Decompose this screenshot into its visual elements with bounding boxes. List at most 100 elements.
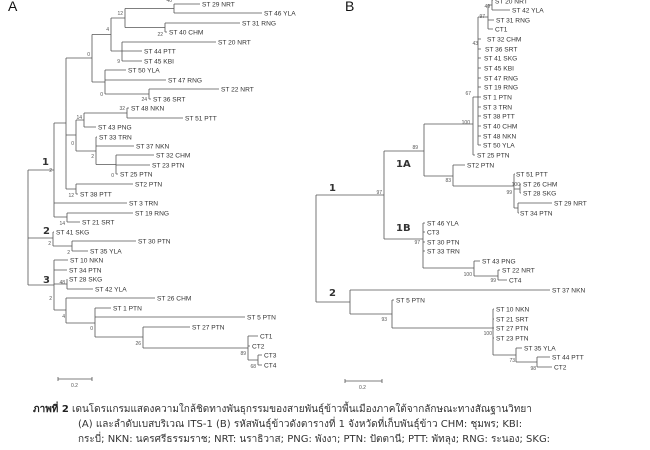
tree-a-bootstrap-value: 2: [91, 154, 94, 160]
tree-b-leaf-label: ST 30 PTN: [427, 239, 460, 246]
tree-a-clade-3: 3: [43, 275, 50, 286]
tree-a-leaf-label: ST 20 NRT: [218, 39, 251, 46]
tree-b-leaf-label: ST 35 YLA: [524, 345, 556, 352]
tree-b-leaf-label: ST 25 PTN: [477, 152, 510, 159]
tree-a-bootstrap-value: 12: [117, 11, 123, 17]
tree-a-bootstrap-value: 2: [67, 250, 70, 256]
tree-a-leaf-label: ST 19 RNG: [135, 210, 169, 217]
tree-a-bootstrap-value: 32: [119, 106, 125, 112]
tree-b-leaf-label: ST 44 PTT: [552, 354, 584, 361]
tree-b-clade-2: 2: [329, 288, 336, 299]
tree-b-leaf-label: ST 3 TRN: [483, 104, 512, 111]
tree-b-leaf-label: ST 37 NKN: [552, 287, 585, 294]
caption-line-2: (A) และลำดับเบสบริเวณ ITS-1 (B) รหัสพันธ…: [78, 419, 523, 430]
tree-b-leaf-label: ST 5 PTN: [396, 297, 425, 304]
tree-b-bootstrap-value: 43: [472, 41, 478, 47]
tree-b-leaf-label: ST 47 RNG: [484, 75, 518, 82]
tree-a-clade-2: 2: [43, 226, 50, 237]
tree-a-leaf-label: ST 44 PTT: [144, 48, 176, 55]
tree-b-bootstrap-value: 83: [445, 178, 451, 184]
tree-a-leaf-label: CT1: [260, 333, 273, 340]
tree-b-leaf-label: ST 33 TRN: [427, 248, 460, 255]
tree-a-branches: [27, 3, 262, 366]
tree-a-bootstrap-value: 2: [48, 241, 51, 247]
tree-a-bootstrap-value: 4: [62, 314, 65, 320]
tree-a: 0.2 1 2 3: [27, 3, 262, 389]
tree-b-leaf-label: ST 41 SKG: [484, 55, 517, 62]
tree-b-bootstrap-value: 98: [530, 366, 536, 372]
tree-b-leaf-label: ST 43 PNG: [482, 258, 516, 265]
tree-b-bootstrap-value: 99: [506, 190, 512, 196]
tree-a-bootstrap-value: 68: [250, 364, 256, 370]
tree-a-scale-label: 0.2: [71, 383, 78, 389]
tree-a-bootstrap-value: 9: [117, 59, 120, 65]
tree-a-leaf-label: ST 41 SKG: [56, 229, 89, 236]
tree-a-leaf-label: ST 35 YLA: [90, 248, 122, 255]
panel-label-b: B: [345, 0, 354, 14]
tree-a-clade-1: 1: [42, 157, 49, 168]
tree-b-leaf-label: ST 48 NKN: [483, 133, 516, 140]
tree-b-leaf-label: ST 28 SKG: [523, 190, 556, 197]
tree-a-bootstrap-value: 0: [111, 173, 114, 179]
tree-a-bootstrap-value: 4: [106, 27, 109, 33]
tree-a-leaf-label: ST 43 PNG: [98, 124, 132, 131]
tree-a-leaf-label: ST 47 RNG: [168, 77, 202, 84]
tree-b-leaf-label: ST 32 CHM: [487, 36, 521, 43]
tree-b-leaf-label: ST 51 PTT: [516, 171, 548, 178]
tree-b-leaf-label: ST 34 PTN: [520, 210, 553, 217]
tree-a-leaf-label: ST 38 PTT: [80, 191, 112, 198]
tree-a-bootstrap-value: 0: [100, 92, 103, 98]
tree-a-leaf-label: ST 22 NRT: [221, 86, 254, 93]
tree-b-leaf-label: ST 22 NRT: [502, 267, 535, 274]
tree-b-leaf-label: ST 1 PTN: [483, 94, 512, 101]
tree-b-leaf-label: ST 29 NRT: [554, 200, 587, 207]
tree-b-bootstrap-value: 73: [509, 358, 515, 364]
tree-b-bootstrap-value: 49: [484, 4, 490, 10]
tree-a-bootstrap-value: 22: [157, 32, 163, 38]
tree-a-leaf-label: ST 31 RNG: [242, 20, 276, 27]
tree-a-leaf-label: ST 28 SKG: [69, 276, 102, 283]
tree-a-leaf-label: ST 30 PTN: [138, 238, 171, 245]
tree-a-bootstrap-value: 2: [49, 168, 52, 174]
tree-a-leaf-label: ST 33 TRN: [99, 134, 132, 141]
tree-a-bootstrap-value: 12: [68, 193, 74, 199]
tree-b-bootstrap-value: 100: [484, 331, 493, 337]
tree-b-bootstrap-value: 67: [465, 91, 471, 97]
tree-b-clade-1b: 1B: [396, 223, 411, 234]
tree-b-leaf-label: ST2 PTN: [467, 162, 494, 169]
caption-label: ภาพที่ 2: [33, 404, 69, 415]
tree-a-leaf-label: CT4: [264, 362, 277, 369]
tree-b-leaf-label: ST 31 RNG: [496, 17, 530, 24]
tree-a-bootstrap-value: 0: [71, 141, 74, 147]
tree-b-clade-1a: 1A: [396, 159, 411, 170]
tree-b-leaf-label: ST 26 CHM: [523, 181, 557, 188]
tree-a-bootstrap-value: 40: [166, 0, 172, 4]
tree-b-leaf-label: CT2: [554, 364, 567, 371]
tree-b-branches: [315, 0, 552, 368]
tree-a-leaf-label: CT3: [264, 352, 277, 359]
tree-a-leaf-label: ST 32 CHM: [156, 152, 190, 159]
dendrogram-figure: A B 0.2 1 2 3 0.2 1 1A 1B 2 ST 29 NRTST …: [8, 0, 587, 391]
tree-a-bootstrap-value: 14: [59, 221, 65, 227]
tree-b-leaf-label: CT1: [495, 26, 508, 33]
tree-b-leaf-label: ST 42 YLA: [512, 7, 544, 14]
tree-a-bootstrap-value: 48: [59, 280, 65, 286]
tree-a-leaf-label: ST 46 YLA: [264, 10, 296, 17]
tree-b-leaf-label: ST 36 SRT: [485, 46, 517, 53]
tree-b-leaf-label: ST 27 PTN: [496, 325, 529, 332]
tree-a-leaf-label: ST 50 YLA: [128, 67, 160, 74]
tree-a-leaf-label: ST 3 TRN: [129, 200, 158, 207]
caption-line-3: กระบี่; NKN: นครศรีธรรมราช; NRT: นราธิวา…: [78, 434, 551, 445]
tree-b-leaf-label: ST 50 YLA: [483, 142, 515, 149]
tree-a-bootstrap-value: 2: [49, 296, 52, 302]
tree-a-leaf-label: ST 37 NKN: [136, 143, 169, 150]
tree-b-leaf-label: ST 38 PTT: [483, 113, 515, 120]
tree-b-bootstrap-value: 93: [381, 317, 387, 323]
tree-b-clade-1: 1: [329, 183, 336, 194]
tree-a-bootstrap-value: 24: [141, 97, 147, 103]
tree-a-leaf-label: ST 25 PTN: [120, 171, 153, 178]
tree-a-leaf-label: ST 48 NKN: [131, 105, 164, 112]
tree-b-bootstrap-value: 99: [490, 278, 496, 284]
tree-a-leaf-label: ST 36 SRT: [153, 96, 185, 103]
tree-b: 0.2 1 1A 1B 2: [315, 0, 552, 391]
